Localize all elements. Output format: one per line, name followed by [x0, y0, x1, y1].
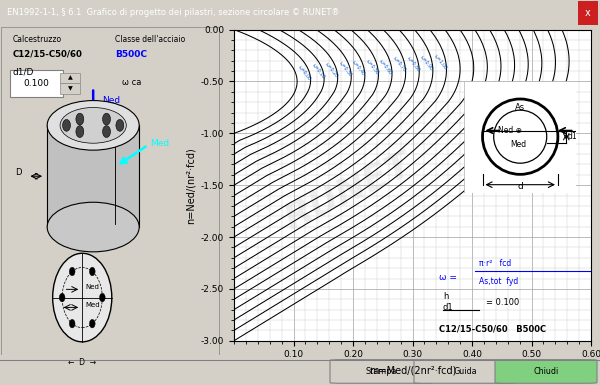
- Text: As,tot  fyd: As,tot fyd: [479, 277, 518, 286]
- Text: ω=0.70: ω=0.70: [392, 56, 407, 73]
- Text: Ned ⊕: Ned ⊕: [499, 126, 523, 135]
- Text: Classe dell'acciaio: Classe dell'acciaio: [115, 35, 185, 44]
- Text: ω =: ω =: [439, 273, 457, 282]
- Circle shape: [89, 267, 95, 276]
- Circle shape: [103, 113, 110, 125]
- Text: ω=0.50: ω=0.50: [365, 59, 380, 76]
- Circle shape: [482, 99, 558, 174]
- FancyBboxPatch shape: [10, 70, 62, 97]
- Text: ▲: ▲: [68, 75, 73, 80]
- Text: 0.100: 0.100: [23, 79, 49, 88]
- Text: B500C: B500C: [115, 50, 147, 59]
- Circle shape: [70, 320, 75, 328]
- Text: Med: Med: [150, 139, 169, 148]
- Text: Chiudi: Chiudi: [533, 367, 559, 376]
- Text: ω=0.10: ω=0.10: [311, 63, 326, 80]
- Circle shape: [76, 113, 84, 125]
- FancyBboxPatch shape: [414, 360, 516, 383]
- Text: d1: d1: [568, 132, 577, 141]
- Circle shape: [76, 126, 84, 137]
- Y-axis label: n=Ned/(nr²·fcd): n=Ned/(nr²·fcd): [185, 147, 196, 224]
- FancyBboxPatch shape: [330, 360, 432, 383]
- Text: Ned: Ned: [86, 285, 100, 290]
- Circle shape: [59, 293, 65, 302]
- Text: h: h: [443, 292, 448, 301]
- Text: ω=0.00: ω=0.00: [297, 65, 312, 82]
- Ellipse shape: [60, 107, 126, 143]
- FancyBboxPatch shape: [61, 73, 80, 84]
- Ellipse shape: [47, 100, 139, 150]
- Circle shape: [100, 293, 105, 302]
- Text: Med: Med: [511, 140, 527, 149]
- Text: ω=0.80: ω=0.80: [406, 55, 421, 72]
- Text: π·r²   fcd: π·r² fcd: [479, 259, 511, 268]
- Text: ω=0.30: ω=0.30: [338, 61, 353, 78]
- Text: ←  D  →: ← D →: [68, 358, 96, 367]
- Text: ω=0.60: ω=0.60: [379, 58, 394, 75]
- Text: Guida: Guida: [453, 367, 477, 376]
- Text: d: d: [517, 182, 523, 191]
- Text: ω=1.00: ω=1.00: [433, 54, 448, 71]
- Circle shape: [70, 267, 75, 276]
- Text: ω ca: ω ca: [122, 78, 141, 87]
- Text: Stampa: Stampa: [365, 367, 397, 376]
- Ellipse shape: [47, 202, 139, 252]
- Circle shape: [62, 119, 70, 131]
- FancyBboxPatch shape: [61, 84, 80, 94]
- Bar: [47, 126, 139, 227]
- FancyBboxPatch shape: [495, 360, 597, 383]
- Text: x: x: [585, 8, 591, 18]
- Text: Ned: Ned: [102, 96, 120, 105]
- Text: D: D: [16, 168, 22, 177]
- Text: d1/D: d1/D: [12, 68, 34, 77]
- X-axis label: m=Med/(2nr²·fcd): m=Med/(2nr²·fcd): [369, 365, 456, 375]
- Text: ω=0.40: ω=0.40: [351, 59, 366, 76]
- Text: Med: Med: [86, 302, 100, 308]
- FancyBboxPatch shape: [578, 1, 598, 25]
- Circle shape: [116, 119, 124, 131]
- Text: C12/15-C50/60   B500C: C12/15-C50/60 B500C: [439, 325, 547, 333]
- Circle shape: [89, 320, 95, 328]
- Text: ▼: ▼: [68, 86, 73, 91]
- Text: Calcestruzzo: Calcestruzzo: [12, 35, 61, 44]
- Text: As: As: [515, 103, 525, 112]
- Text: ω=0.20: ω=0.20: [324, 61, 339, 79]
- Circle shape: [103, 126, 110, 137]
- Text: EN1992-1-1, § 6.1  Grafico di progetto dei pilastri, sezione circolare © RUNET®: EN1992-1-1, § 6.1 Grafico di progetto de…: [7, 8, 340, 17]
- Text: = 0.100: = 0.100: [485, 298, 519, 307]
- Text: RUNET: RUNET: [279, 147, 418, 236]
- Text: d1: d1: [443, 303, 454, 311]
- Text: C12/15-C50/60: C12/15-C50/60: [12, 50, 82, 59]
- Circle shape: [53, 253, 112, 342]
- Text: ω=0.90: ω=0.90: [419, 55, 434, 72]
